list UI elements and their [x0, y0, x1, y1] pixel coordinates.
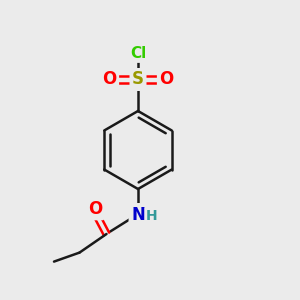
- Text: S: S: [132, 70, 144, 88]
- Text: N: N: [131, 206, 145, 224]
- Text: H: H: [146, 209, 157, 223]
- Text: O: O: [102, 70, 117, 88]
- Text: O: O: [159, 70, 174, 88]
- Text: Cl: Cl: [130, 46, 146, 61]
- Text: O: O: [88, 200, 102, 218]
